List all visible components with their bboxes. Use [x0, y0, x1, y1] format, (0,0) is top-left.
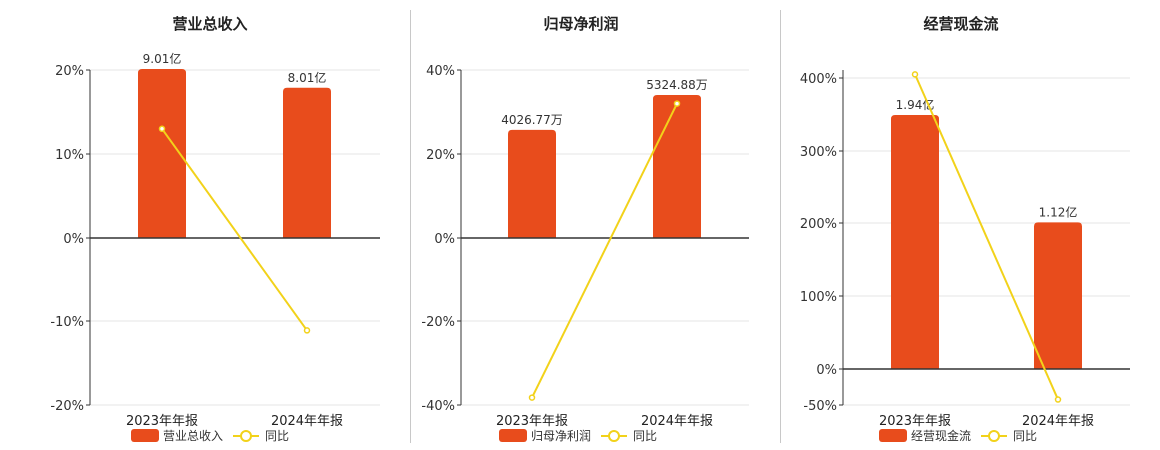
legend-bar-swatch	[131, 429, 159, 442]
revenue-chart-panel: 营业总收入 20% 10% 0% -10% -20% 9.01亿 8.01亿 2023年年报 20…	[0, 0, 410, 450]
yoy-point	[911, 71, 919, 78]
yoy-line	[161, 128, 308, 331]
y-tick-label: 100%	[800, 290, 837, 305]
x-category-label: 2023年年报	[879, 414, 951, 429]
y-tick-label: 300%	[800, 145, 837, 160]
y-tick-label: 20%	[426, 148, 455, 163]
chart-svg: 经营现金流 400% 300% 200% 100% 0% -50% 1.94亿 1.12亿 202…	[800, 15, 1130, 443]
operating-cashflow-chart-panel: 经营现金流 400% 300% 200% 100% 0% -50% 1.94亿 1.12亿 202…	[781, 0, 1160, 450]
bar-value-label: 1.12亿	[1039, 204, 1078, 219]
bar-value-label: 8.01亿	[288, 70, 327, 85]
chart-title: 营业总收入	[172, 15, 247, 33]
bar	[283, 87, 331, 239]
y-tick-label: 200%	[800, 217, 837, 232]
y-tick-label: -50%	[803, 399, 837, 414]
y-tick-label: -40%	[421, 399, 455, 414]
legend-line-marker	[608, 430, 620, 442]
yoy-point	[528, 394, 536, 401]
y-tick-label: 40%	[426, 64, 455, 79]
y-tick-label: -10%	[50, 315, 84, 330]
legend-bar-label: 营业总收入	[163, 429, 223, 443]
yoy-point	[158, 125, 166, 133]
legend-line-label: 同比	[1013, 429, 1037, 443]
yoy-line	[914, 73, 1059, 400]
legend-bar-label: 归母净利润	[531, 429, 591, 443]
y-tick-label: 20%	[55, 64, 84, 79]
chart-title: 经营现金流	[923, 15, 998, 33]
bar-value-label: 4026.77万	[501, 113, 563, 127]
x-category-label: 2024年年报	[1022, 414, 1094, 429]
y-tick-label: 0%	[816, 363, 837, 378]
bar	[508, 129, 556, 238]
bar-value-label: 9.01亿	[143, 51, 182, 66]
chart-svg: 归母净利润 40% 20% 0% -20% -40% 4026.77万 5324.88万 202…	[421, 15, 749, 443]
yoy-point	[1054, 396, 1062, 403]
bar-value-label: 1.94亿	[896, 97, 935, 112]
legend-line-label: 同比	[633, 429, 657, 443]
chart-title: 归母净利润	[543, 15, 618, 33]
legend-bar-label: 经营现金流	[911, 428, 971, 443]
x-category-label: 2024年年报	[271, 414, 343, 429]
legend-line-marker	[988, 430, 1000, 442]
yoy-point	[673, 100, 681, 107]
net-profit-chart-panel: 归母净利润 40% 20% 0% -20% -40% 4026.77万 5324.88万 202…	[411, 0, 780, 450]
bar-value-label: 5324.88万	[646, 78, 708, 92]
panel-divider	[780, 10, 781, 443]
x-category-label: 2023年年报	[496, 414, 568, 429]
bar	[653, 95, 701, 238]
legend-line-marker	[240, 430, 252, 442]
bar	[891, 115, 939, 369]
y-tick-label: 400%	[800, 72, 837, 87]
yoy-line	[531, 103, 678, 399]
legend-bar-swatch	[499, 429, 527, 442]
y-tick-label: -20%	[421, 315, 455, 330]
yoy-point	[303, 327, 311, 334]
panel-divider	[410, 10, 411, 443]
bar	[1034, 222, 1082, 369]
bar	[138, 69, 186, 238]
y-tick-label: -20%	[50, 399, 84, 414]
x-category-label: 2024年年报	[641, 414, 713, 429]
x-category-label: 2023年年报	[126, 414, 198, 429]
y-tick-label: 10%	[55, 148, 84, 163]
chart-svg: 营业总收入 20% 10% 0% -10% -20% 9.01亿 8.01亿 2023年年报 20…	[50, 15, 380, 443]
legend-bar-swatch	[879, 429, 907, 442]
y-tick-label: 0%	[434, 232, 455, 247]
y-tick-label: 0%	[63, 232, 84, 247]
legend-line-label: 同比	[265, 429, 289, 443]
